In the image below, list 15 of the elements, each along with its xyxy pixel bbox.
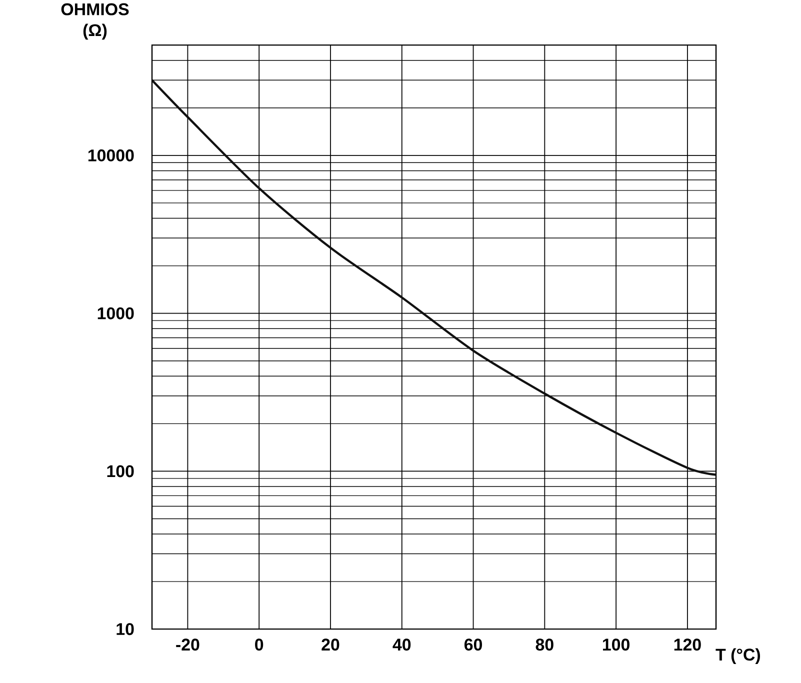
x-tick-label: -20 (176, 638, 200, 651)
x-tick-label: 120 (674, 638, 701, 651)
y-tick-label: 1000 (98, 307, 134, 320)
x-tick-label: 20 (322, 638, 340, 651)
x-tick-label: 60 (464, 638, 482, 651)
x-tick-label: 0 (255, 638, 264, 651)
x-tick-label: 40 (392, 638, 411, 651)
y-axis-title: OHMIOS (Ω) (61, 3, 129, 40)
y-tick-label: 100 (107, 465, 134, 478)
x-tick-label: 100 (602, 638, 630, 651)
y-tick-label: 10 (116, 623, 134, 636)
x-tick-label: 80 (536, 638, 554, 651)
y-tick-label: 10000 (88, 149, 134, 162)
line-series (152, 78, 716, 476)
x-axis-title: T (°C) (716, 648, 760, 664)
